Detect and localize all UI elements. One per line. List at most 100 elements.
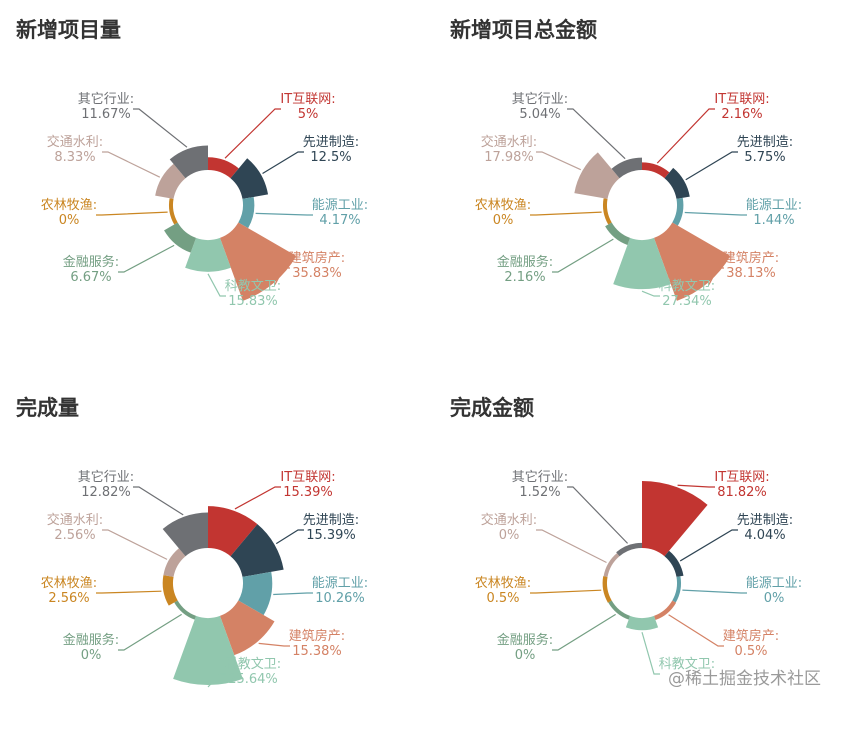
slice-能源工业[interactable] [672, 197, 684, 226]
label-category: 金融服务: [497, 632, 553, 648]
slice-农林牧渔[interactable] [602, 576, 612, 603]
label-category: 其它行业: [512, 91, 568, 107]
chart-panel-new-projects: 新增项目量 IT互联网: 5% 先进制造: 12.5% 能源工业: 4.17% 建筑房产: 3… [0, 0, 420, 354]
slice-IT互联网[interactable] [642, 481, 708, 557]
label-line [641, 631, 660, 675]
labels: IT互联网:2.16%先进制造:5.75%能源工业:1.44%建筑房产:38.1… [475, 91, 802, 309]
label-category: 其它行业: [78, 469, 134, 485]
label-category: 建筑房产: [723, 628, 779, 644]
label-value: 5.04% [519, 107, 560, 122]
slice-先进制造[interactable] [230, 524, 284, 577]
label-line [207, 673, 226, 688]
labels: IT互联网:5% 先进制造:12.5% 能源工业:4.17% 建筑房产:35.83% 科… [41, 91, 368, 309]
rose-chart: IT互联网:2.16%先进制造:5.75%能源工业:1.44%建筑房产:38.1… [475, 91, 802, 309]
slice-建筑房产[interactable] [219, 222, 297, 301]
slice-金融服务[interactable] [605, 222, 631, 246]
slice-交通水利[interactable] [163, 548, 186, 577]
label-category: 农林牧渔: [475, 198, 531, 213]
label-value: 0% [81, 648, 102, 663]
label-line [530, 211, 602, 216]
slices [162, 506, 284, 685]
chart-title: 新增项目量 [16, 18, 121, 42]
label-line [96, 590, 162, 594]
slice-农林牧渔[interactable] [162, 575, 178, 606]
label-value: 2.16% [504, 270, 545, 285]
label-category: 金融服务: [497, 254, 553, 270]
label-value: 15.38% [292, 644, 342, 659]
label-value: 11.67% [81, 107, 131, 122]
slice-农林牧渔[interactable] [603, 198, 612, 225]
slice-科教文卫[interactable] [625, 615, 659, 631]
slice-金融服务[interactable] [608, 600, 631, 620]
label-line [102, 151, 161, 178]
label-category: 交通水利: [47, 134, 103, 150]
label-line [641, 290, 660, 297]
slice-先进制造[interactable] [664, 550, 684, 577]
label-category: 能源工业: [312, 576, 368, 591]
label-category: 金融服务: [63, 632, 119, 648]
label-category: 科教文卫: [659, 278, 715, 294]
slice-科教文卫[interactable] [185, 237, 231, 272]
slice-其它行业[interactable] [169, 145, 208, 179]
label-category: 能源工业: [746, 576, 802, 591]
slice-建筑房产[interactable] [219, 600, 275, 656]
slice-交通水利[interactable] [603, 553, 620, 577]
label-value: 35.83% [292, 266, 342, 281]
slice-建筑房产[interactable] [653, 222, 731, 301]
label-category: IT互联网: [714, 92, 769, 107]
slice-建筑房产[interactable] [653, 600, 677, 621]
slice-能源工业[interactable] [238, 571, 273, 616]
label-category: 先进制造: [303, 135, 359, 150]
label-value: 6.67% [70, 270, 111, 285]
label-category: 交通水利: [481, 512, 537, 528]
label-line [530, 589, 602, 594]
slice-科教文卫[interactable] [173, 615, 243, 685]
label-line [677, 484, 715, 488]
slice-IT互联网[interactable] [208, 157, 239, 179]
label-category: 建筑房产: [289, 250, 345, 266]
slice-农林牧渔[interactable] [169, 198, 178, 225]
slice-其它行业[interactable] [616, 542, 642, 557]
chart-title: 新增项目总金额 [450, 18, 597, 42]
slice-其它行业[interactable] [162, 512, 208, 557]
label-value: 15.39% [283, 485, 333, 500]
label-value: 81.82% [717, 485, 767, 500]
label-value: 0.5% [486, 591, 519, 606]
slice-金融服务[interactable] [164, 222, 197, 253]
slice-IT互联网[interactable] [208, 506, 258, 557]
label-line [234, 486, 281, 510]
label-category: 能源工业: [312, 198, 368, 213]
label-value: 0% [764, 591, 785, 606]
label-value: 27.34% [662, 294, 712, 309]
chart-title: 完成量 [16, 396, 79, 420]
label-value: 0% [493, 213, 514, 228]
label-value: 4.04% [744, 528, 785, 543]
slice-金融服务[interactable] [174, 600, 197, 620]
label-category: 交通水利: [481, 134, 537, 150]
slice-能源工业[interactable] [238, 196, 255, 229]
label-line [118, 244, 175, 273]
label-value: 2.16% [721, 107, 762, 122]
label-line [567, 486, 629, 544]
label-value: 12.5% [310, 150, 351, 165]
slice-交通水利[interactable] [574, 152, 620, 199]
label-line [682, 589, 747, 594]
label-category: 建筑房产: [723, 250, 779, 266]
label-value: 5% [298, 107, 319, 122]
label-line [668, 614, 724, 647]
label-category: IT互联网: [280, 470, 335, 485]
label-line [207, 273, 226, 297]
label-line [656, 108, 715, 164]
slice-交通水利[interactable] [155, 163, 186, 199]
slice-先进制造[interactable] [664, 167, 690, 199]
label-value: 2.56% [54, 528, 95, 543]
slice-IT互联网[interactable] [642, 162, 670, 179]
slice-能源工业[interactable] [672, 576, 681, 603]
label-value: 17.98% [484, 150, 534, 165]
slice-其它行业[interactable] [611, 157, 642, 179]
slice-先进制造[interactable] [230, 158, 269, 199]
slice-科教文卫[interactable] [613, 237, 671, 290]
label-value: 12.82% [81, 485, 131, 500]
label-line [118, 613, 182, 651]
labels: IT互联网:15.39%先进制造:15.39%能源工业:10.26%建筑房产:1… [41, 469, 368, 688]
